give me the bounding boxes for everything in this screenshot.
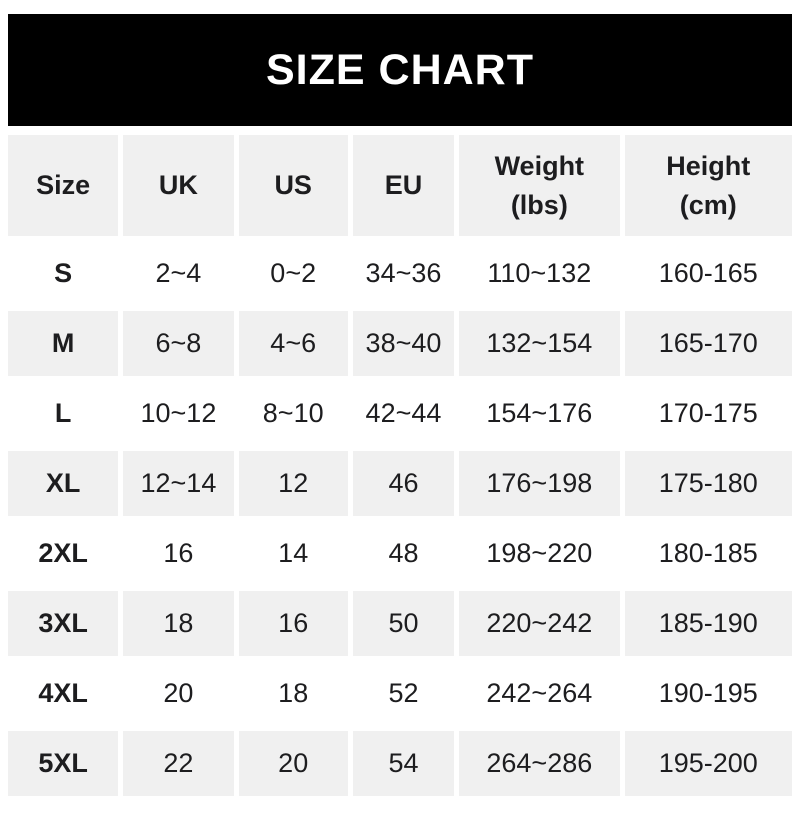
size-chart-table: Size UK US EU Weight (lbs) Height (cm) S 2~4 0~2 3… — [3, 130, 797, 801]
header-line: (cm) — [679, 189, 737, 220]
size-row-s: S 2~4 0~2 34~36 110~132 160-165 — [8, 241, 792, 306]
weight-lbs-value-cell: 132~154 — [459, 311, 620, 376]
weight-lbs-value-cell: 176~198 — [459, 451, 620, 516]
header-line: (lbs) — [510, 189, 568, 220]
uk-value-cell: 10~12 — [123, 381, 234, 446]
us-value-cell: 8~10 — [238, 381, 348, 446]
size-row-4xl: 4XL 20 18 52 242~264 190-195 — [8, 661, 792, 726]
header-row: Size UK US EU Weight (lbs) Height (cm) — [8, 135, 792, 236]
size-label-cell: 3XL — [8, 591, 119, 656]
size-label-cell: M — [8, 311, 119, 376]
height-cm-value-cell: 165-170 — [624, 311, 792, 376]
us-value-cell: 12 — [238, 451, 348, 516]
us-value-cell: 20 — [238, 731, 348, 796]
header-line: US — [274, 170, 312, 201]
weight-lbs-value-cell: 264~286 — [459, 731, 620, 796]
uk-value-cell: 12~14 — [123, 451, 234, 516]
header-line: UK — [158, 170, 198, 201]
size-row-l: L 10~12 8~10 42~44 154~176 170-175 — [8, 381, 792, 446]
us-value-cell: 14 — [238, 521, 348, 586]
uk-value-cell: 6~8 — [123, 311, 234, 376]
us-value-cell: 0~2 — [238, 241, 348, 306]
header-cell-weight-lbs: Weight (lbs) — [459, 135, 620, 236]
height-cm-value-cell: 175-180 — [624, 451, 792, 516]
eu-value-cell: 48 — [352, 521, 455, 586]
size-label-cell: XL — [8, 451, 119, 516]
size-row-xl: XL 12~14 12 46 176~198 175-180 — [8, 451, 792, 516]
size-row-5xl: 5XL 22 20 54 264~286 195-200 — [8, 731, 792, 796]
uk-value-cell: 18 — [123, 591, 234, 656]
eu-value-cell: 52 — [352, 661, 455, 726]
header-cell-size: Size — [8, 135, 119, 236]
weight-lbs-value-cell: 110~132 — [459, 241, 620, 306]
us-value-cell: 18 — [238, 661, 348, 726]
us-value-cell: 4~6 — [238, 311, 348, 376]
size-chart-title: SIZE CHART — [266, 45, 534, 94]
size-label-cell: S — [8, 241, 119, 306]
eu-value-cell: 42~44 — [352, 381, 455, 446]
eu-value-cell: 46 — [352, 451, 455, 516]
header-line: Weight — [494, 151, 585, 182]
eu-value-cell: 38~40 — [352, 311, 455, 376]
weight-lbs-value-cell: 242~264 — [459, 661, 620, 726]
header-line: Size — [36, 170, 91, 201]
header-cell-us: US — [238, 135, 348, 236]
weight-lbs-value-cell: 220~242 — [459, 591, 620, 656]
height-cm-value-cell: 160-165 — [624, 241, 792, 306]
size-chart-banner: SIZE CHART — [8, 14, 792, 126]
size-label-cell: 2XL — [8, 521, 119, 586]
eu-value-cell: 34~36 — [352, 241, 455, 306]
weight-lbs-value-cell: 198~220 — [459, 521, 620, 586]
header-cell-uk: UK — [123, 135, 234, 236]
height-cm-value-cell: 170-175 — [624, 381, 792, 446]
height-cm-value-cell: 180-185 — [624, 521, 792, 586]
us-value-cell: 16 — [238, 591, 348, 656]
height-cm-value-cell: 190-195 — [624, 661, 792, 726]
header-cell-eu: EU — [352, 135, 455, 236]
size-row-2xl: 2XL 16 14 48 198~220 180-185 — [8, 521, 792, 586]
size-row-m: M 6~8 4~6 38~40 132~154 165-170 — [8, 311, 792, 376]
eu-value-cell: 50 — [352, 591, 455, 656]
size-label-cell: 4XL — [8, 661, 119, 726]
header-line: EU — [384, 170, 423, 201]
weight-lbs-value-cell: 154~176 — [459, 381, 620, 446]
uk-value-cell: 2~4 — [123, 241, 234, 306]
size-label-cell: L — [8, 381, 119, 446]
uk-value-cell: 20 — [123, 661, 234, 726]
height-cm-value-cell: 195-200 — [624, 731, 792, 796]
size-label-cell: 5XL — [8, 731, 119, 796]
uk-value-cell: 16 — [123, 521, 234, 586]
header-line: Height — [666, 151, 751, 182]
uk-value-cell: 22 — [123, 731, 234, 796]
height-cm-value-cell: 185-190 — [624, 591, 792, 656]
size-row-3xl: 3XL 18 16 50 220~242 185-190 — [8, 591, 792, 656]
page: { "banner": { "title": "SIZE CHART", "bg… — [0, 14, 800, 814]
eu-value-cell: 54 — [352, 731, 455, 796]
size-chart-body: S 2~4 0~2 34~36 110~132 160-165 M 6~8 4~6 38~40 13… — [8, 241, 792, 796]
header-cell-height-cm: Height (cm) — [624, 135, 792, 236]
